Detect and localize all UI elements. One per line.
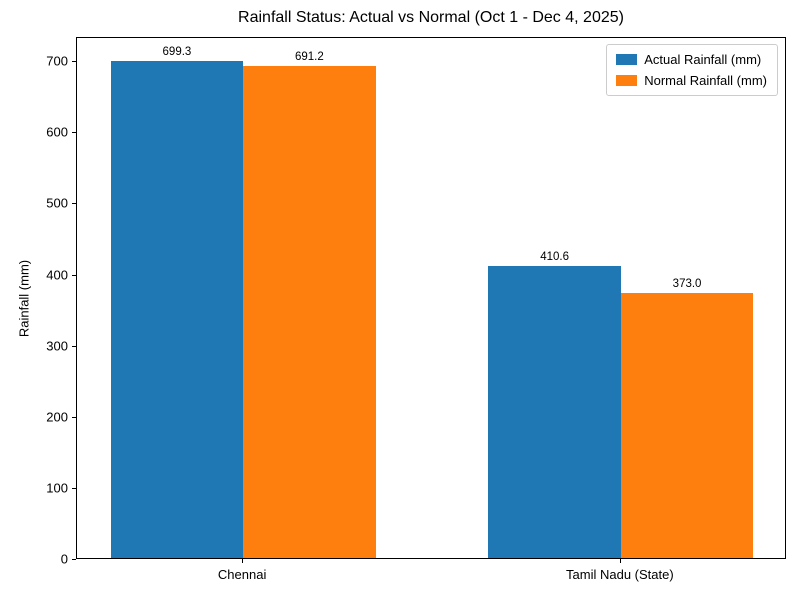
legend-item: Normal Rainfall (mm) [616, 73, 767, 88]
y-tick-mark [72, 203, 76, 205]
legend-swatch-actual-rainfall-mm [616, 54, 638, 65]
x-tick-label-tamil-nadu-state: Tamil Nadu (State) [566, 567, 674, 582]
plot-area: Actual Rainfall (mm) Normal Rainfall (mm)… [76, 37, 786, 559]
y-tick-label: 0 [60, 551, 68, 567]
y-tick-mark [72, 274, 76, 276]
legend-item: Actual Rainfall (mm) [616, 52, 767, 67]
bar-value-label: 691.2 [294, 51, 324, 64]
bar-normal-rainfall-mm-tamil-nadu-state [620, 292, 754, 558]
y-tick-mark [72, 132, 76, 134]
x-tick-label-chennai: Chennai [217, 567, 267, 582]
y-tick-mark [72, 487, 76, 489]
y-tick-label: 700 [46, 53, 68, 69]
y-tick-label: 600 [46, 124, 68, 140]
y-tick-mark [72, 61, 76, 63]
y-tick-mark [72, 559, 76, 560]
y-tick-label: 300 [46, 338, 68, 354]
legend-swatch-normal-rainfall-mm [616, 75, 638, 86]
x-tick-mark [242, 559, 244, 563]
y-tick-label: 200 [46, 409, 68, 425]
y-tick-mark [72, 416, 76, 418]
bar-value-label: 699.3 [162, 45, 192, 58]
bar-value-label: 373.0 [672, 277, 702, 290]
chart-title: Rainfall Status: Actual vs Normal (Oct 1… [238, 9, 624, 26]
legend-label: Normal Rainfall (mm) [644, 73, 767, 88]
x-tick-mark [619, 559, 621, 563]
bar-value-label: 410.6 [540, 250, 570, 263]
legend: Actual Rainfall (mm) Normal Rainfall (mm) [606, 44, 778, 96]
y-tick-label: 500 [46, 195, 68, 211]
y-tick-label: 400 [46, 267, 68, 283]
bar-actual-rainfall-mm-tamil-nadu-state [488, 266, 621, 558]
y-tick-label: 100 [46, 480, 68, 496]
legend-label: Actual Rainfall (mm) [644, 52, 762, 67]
bar-normal-rainfall-mm-chennai [243, 66, 376, 558]
y-tick-mark [72, 345, 76, 347]
bar-actual-rainfall-mm-chennai [110, 60, 244, 558]
